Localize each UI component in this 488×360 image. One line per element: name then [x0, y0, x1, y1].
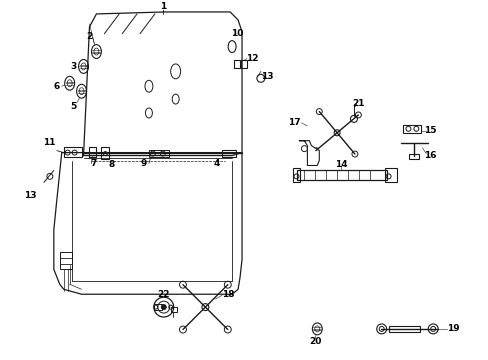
Bar	[403, 125, 421, 133]
Text: 5: 5	[70, 102, 77, 111]
Bar	[241, 60, 246, 68]
Text: 15: 15	[423, 126, 436, 135]
Text: 6: 6	[54, 82, 60, 91]
Polygon shape	[299, 141, 319, 166]
Text: 7: 7	[90, 159, 97, 168]
Bar	[384, 168, 396, 182]
Text: 21: 21	[352, 99, 365, 108]
Text: 3: 3	[70, 62, 77, 71]
Text: 19: 19	[446, 324, 458, 333]
Bar	[149, 150, 168, 157]
Bar	[154, 304, 162, 310]
Text: 4: 4	[213, 159, 219, 168]
Text: 9: 9	[141, 159, 147, 168]
Bar	[408, 154, 419, 158]
Text: 13: 13	[261, 72, 273, 81]
Text: 16: 16	[423, 151, 436, 160]
Bar	[63, 147, 81, 157]
Text: 14: 14	[334, 160, 346, 169]
Text: 8: 8	[108, 160, 114, 169]
Bar	[89, 147, 96, 157]
Bar	[101, 147, 109, 158]
Text: 20: 20	[308, 337, 321, 346]
Text: 12: 12	[245, 54, 258, 63]
Bar	[170, 307, 176, 312]
Text: 10: 10	[230, 29, 243, 38]
Text: 1: 1	[160, 3, 165, 12]
Text: 18: 18	[222, 290, 234, 299]
Bar	[234, 60, 240, 68]
Bar	[292, 168, 300, 182]
Text: 22: 22	[157, 290, 170, 299]
Text: 11: 11	[42, 138, 55, 147]
Bar	[297, 170, 386, 180]
Text: 2: 2	[86, 32, 92, 41]
Text: 13: 13	[24, 191, 36, 200]
Circle shape	[161, 305, 166, 310]
Bar	[388, 326, 420, 332]
Bar	[60, 252, 72, 270]
Bar	[222, 150, 236, 157]
Text: 17: 17	[287, 118, 300, 127]
